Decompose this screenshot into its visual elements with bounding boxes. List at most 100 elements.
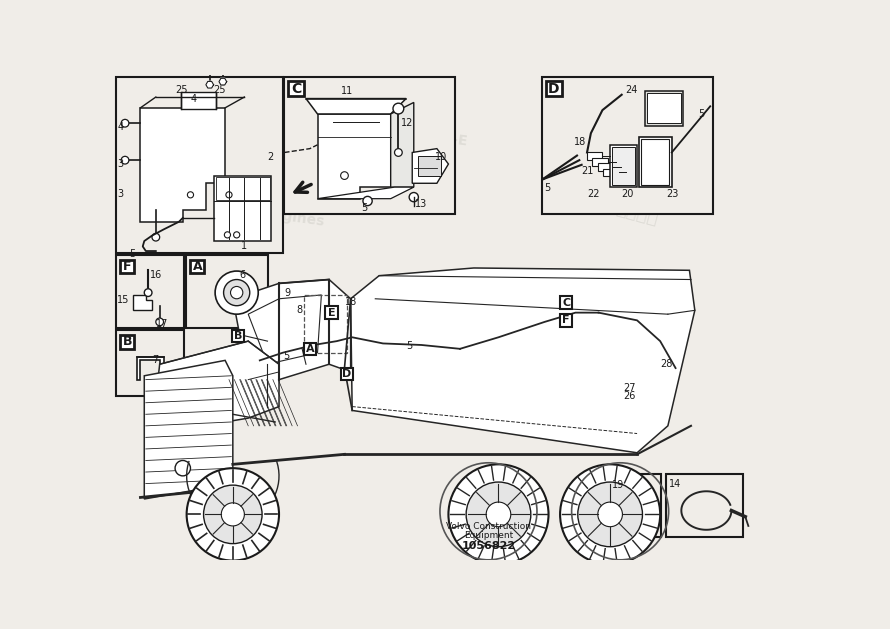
Bar	[186, 255, 268, 328]
Text: 5: 5	[283, 351, 289, 361]
Bar	[214, 175, 271, 241]
Circle shape	[598, 502, 622, 526]
Text: Diesel-Engines: Diesel-Engines	[209, 199, 326, 229]
Bar	[612, 147, 635, 185]
Text: 聚发动力: 聚发动力	[231, 130, 281, 160]
Bar	[116, 255, 183, 328]
Circle shape	[578, 482, 643, 547]
Text: 25: 25	[175, 85, 188, 95]
Bar	[120, 335, 134, 349]
Circle shape	[144, 289, 152, 296]
Text: 聚发动力: 聚发动力	[629, 384, 676, 413]
Text: 16: 16	[150, 269, 163, 279]
Circle shape	[188, 192, 193, 198]
Bar	[560, 296, 572, 309]
Text: 4: 4	[190, 94, 197, 104]
Bar	[304, 295, 347, 353]
Text: 26: 26	[623, 391, 635, 401]
Circle shape	[233, 232, 239, 238]
Polygon shape	[156, 341, 279, 430]
Text: 27: 27	[623, 384, 635, 394]
Polygon shape	[141, 108, 225, 222]
Circle shape	[215, 271, 258, 314]
Circle shape	[121, 157, 129, 164]
Text: 8: 8	[296, 305, 302, 315]
Bar	[341, 368, 353, 381]
Polygon shape	[144, 360, 233, 499]
Polygon shape	[136, 357, 164, 380]
Bar	[288, 81, 303, 96]
Circle shape	[187, 468, 279, 560]
Text: 5: 5	[361, 203, 368, 213]
Text: B: B	[234, 331, 242, 341]
Text: D: D	[548, 82, 560, 96]
Circle shape	[152, 233, 159, 241]
Bar	[598, 164, 613, 171]
Bar	[546, 81, 562, 96]
Polygon shape	[248, 295, 321, 364]
Text: 20: 20	[622, 189, 634, 199]
Bar	[647, 93, 681, 123]
Polygon shape	[391, 103, 414, 187]
Bar	[627, 508, 640, 521]
Text: 7: 7	[152, 355, 158, 365]
Text: 25: 25	[214, 85, 226, 95]
Text: F: F	[562, 315, 570, 325]
Text: 12: 12	[400, 118, 413, 128]
Circle shape	[409, 192, 418, 202]
Text: F: F	[123, 260, 132, 273]
Circle shape	[222, 503, 245, 526]
Text: Volvo Construction: Volvo Construction	[446, 522, 531, 531]
Bar	[116, 77, 283, 253]
Text: C: C	[291, 82, 301, 96]
Circle shape	[393, 103, 404, 114]
Text: 5: 5	[406, 341, 412, 351]
Text: 11: 11	[341, 86, 352, 96]
Text: 5: 5	[699, 109, 705, 119]
Circle shape	[175, 460, 190, 476]
Text: A: A	[192, 260, 202, 273]
Bar	[417, 157, 441, 175]
Text: 柴油发动机: 柴油发动机	[355, 162, 411, 189]
Polygon shape	[133, 295, 152, 310]
Text: 4: 4	[117, 121, 124, 131]
Circle shape	[466, 482, 530, 547]
Bar	[542, 77, 713, 214]
Bar	[613, 508, 626, 521]
Bar	[285, 77, 456, 214]
Polygon shape	[644, 91, 684, 126]
Polygon shape	[611, 145, 637, 187]
Text: 6: 6	[239, 270, 245, 281]
Circle shape	[204, 485, 262, 543]
Polygon shape	[318, 114, 391, 199]
Text: B: B	[123, 335, 132, 348]
Bar	[190, 260, 205, 274]
Bar	[325, 306, 337, 319]
Circle shape	[231, 286, 243, 299]
Text: 2: 2	[268, 152, 274, 162]
Circle shape	[341, 172, 348, 179]
Circle shape	[394, 148, 402, 157]
Circle shape	[224, 232, 231, 238]
Polygon shape	[639, 137, 672, 187]
Bar	[611, 489, 647, 523]
Circle shape	[226, 192, 232, 198]
Text: 3: 3	[117, 189, 124, 199]
Bar	[216, 177, 270, 200]
Bar	[116, 330, 183, 396]
Bar	[598, 474, 661, 537]
Circle shape	[486, 502, 511, 526]
Text: 17: 17	[156, 319, 168, 329]
Bar	[667, 474, 743, 537]
Text: 24: 24	[626, 86, 638, 96]
Polygon shape	[206, 81, 214, 88]
Text: 10: 10	[435, 152, 448, 162]
Text: 13: 13	[416, 199, 427, 209]
Bar	[560, 314, 572, 326]
Text: C: C	[562, 298, 570, 308]
Circle shape	[121, 120, 129, 127]
Text: 28: 28	[660, 359, 673, 369]
Text: 23: 23	[667, 189, 679, 199]
Bar	[603, 169, 619, 176]
Text: Equipment: Equipment	[464, 530, 514, 540]
